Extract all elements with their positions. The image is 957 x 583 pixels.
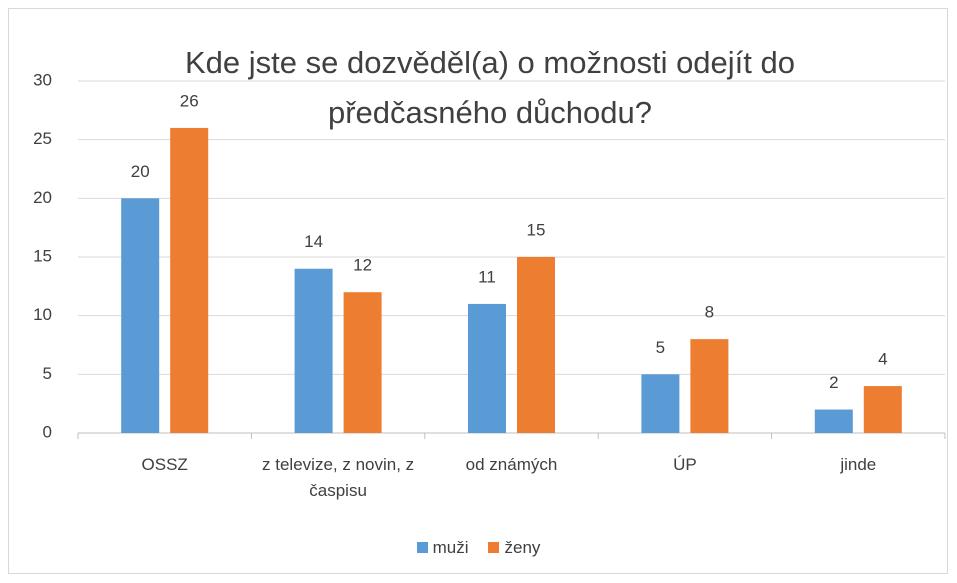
bar xyxy=(294,268,333,433)
y-tick-label: 5 xyxy=(43,364,52,383)
data-label: 5 xyxy=(656,338,665,357)
x-tick-label: od známých xyxy=(465,455,558,474)
x-tick-label: jinde xyxy=(840,455,877,474)
y-tick-label: 20 xyxy=(33,188,52,207)
data-label: 2 xyxy=(829,373,838,392)
data-label: 12 xyxy=(353,256,372,275)
y-tick-label: 0 xyxy=(43,422,52,441)
data-label: 11 xyxy=(478,267,496,286)
bar xyxy=(517,257,555,433)
bar xyxy=(814,409,853,433)
legend-item: ženy xyxy=(488,538,540,558)
bar xyxy=(343,292,382,433)
bar xyxy=(468,303,506,433)
bar xyxy=(121,198,160,433)
legend-label: muži xyxy=(432,538,469,557)
y-tick-label: 30 xyxy=(33,70,52,89)
legend-item: muži xyxy=(416,538,469,558)
data-label: 8 xyxy=(705,303,714,322)
bar xyxy=(690,339,729,433)
legend-label: ženy xyxy=(504,538,541,557)
data-label: 20 xyxy=(131,162,150,181)
legend-swatch xyxy=(488,542,500,553)
data-label: 15 xyxy=(527,220,546,239)
y-tick-label: 15 xyxy=(33,246,52,265)
bar xyxy=(641,374,680,433)
bar xyxy=(170,127,209,433)
x-tick-label: ÚP xyxy=(673,455,697,474)
data-label: 4 xyxy=(878,350,887,369)
legend: muži ženy xyxy=(0,538,957,558)
chart-frame xyxy=(8,8,948,574)
y-tick-label: 10 xyxy=(33,305,52,324)
data-label: 26 xyxy=(180,91,199,110)
x-tick-label: z televize, z novin, z časpisu xyxy=(262,455,415,500)
chart-title: Kde jste se dozvěděl(a) o možnosti odejí… xyxy=(184,45,795,130)
bar xyxy=(863,386,902,433)
x-tick-label: OSSZ xyxy=(141,455,188,474)
data-label: 14 xyxy=(304,232,323,251)
y-tick-label: 25 xyxy=(33,129,52,148)
legend-swatch xyxy=(416,542,428,553)
